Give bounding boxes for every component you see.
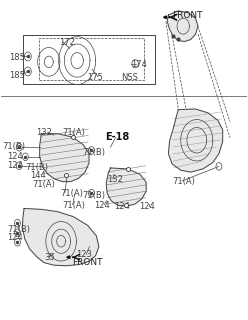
Polygon shape: [163, 16, 166, 19]
Polygon shape: [67, 256, 70, 259]
Text: NSS: NSS: [122, 73, 138, 82]
Text: 132: 132: [36, 128, 52, 137]
Text: 71(A): 71(A): [62, 201, 85, 210]
Text: 71(A): 71(A): [172, 177, 195, 186]
Text: 71(B): 71(B): [82, 191, 105, 200]
Text: 124: 124: [7, 161, 23, 170]
Text: 144: 144: [30, 171, 46, 180]
Polygon shape: [40, 133, 89, 182]
Text: 123: 123: [76, 251, 92, 260]
Text: 124: 124: [114, 202, 130, 211]
Text: 124: 124: [94, 201, 110, 210]
Text: E-18: E-18: [105, 132, 130, 142]
Polygon shape: [22, 208, 99, 266]
Text: 175: 175: [87, 73, 103, 82]
Text: 71(B): 71(B): [2, 142, 25, 151]
Text: 35: 35: [44, 253, 55, 262]
Text: 124: 124: [139, 202, 155, 211]
Polygon shape: [168, 109, 223, 172]
Text: FRONT: FRONT: [72, 258, 103, 267]
Text: 71(A): 71(A): [33, 180, 56, 189]
Text: 71(A): 71(A): [60, 189, 83, 198]
Text: 124: 124: [7, 233, 23, 242]
Text: 71(B): 71(B): [82, 148, 105, 156]
Text: 185: 185: [9, 71, 25, 80]
Text: FRONT: FRONT: [172, 12, 203, 20]
Text: 71(B): 71(B): [25, 163, 48, 172]
Text: 185: 185: [9, 53, 25, 62]
Text: 172: 172: [59, 38, 74, 47]
Text: 124: 124: [7, 152, 23, 161]
Text: 132: 132: [107, 175, 123, 184]
Text: 71(B): 71(B): [7, 225, 30, 234]
Text: 71(A): 71(A): [62, 128, 85, 137]
Polygon shape: [106, 168, 146, 206]
Text: 174: 174: [131, 60, 147, 69]
Polygon shape: [167, 11, 198, 42]
